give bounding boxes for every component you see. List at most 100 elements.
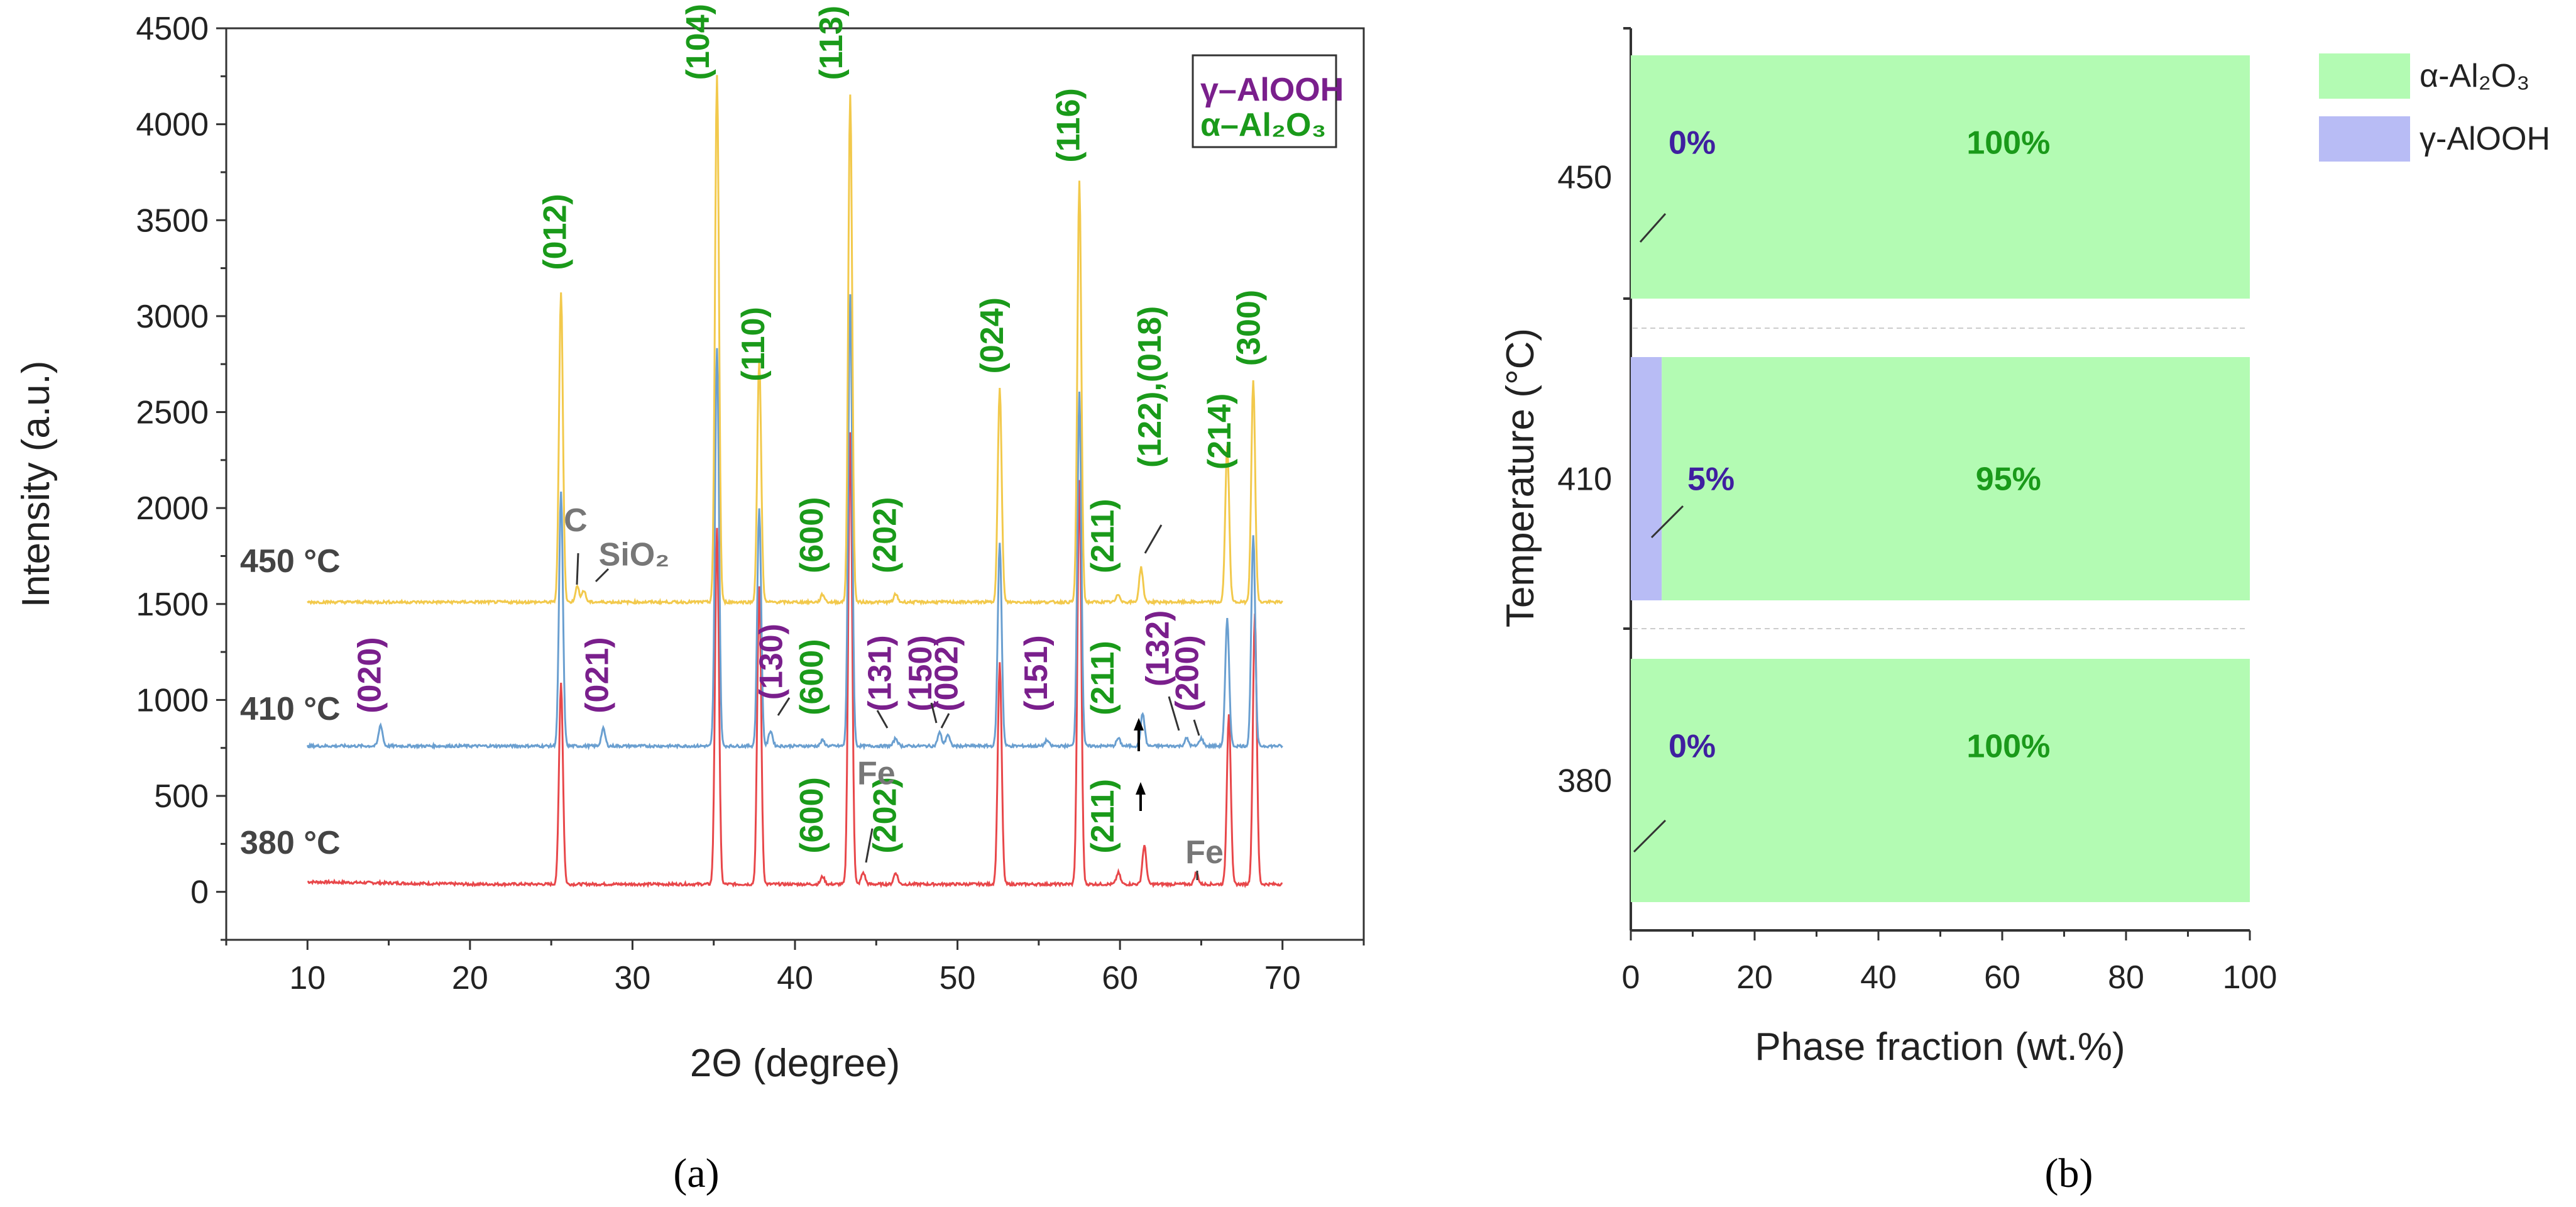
peak-annotation: (020)	[352, 637, 388, 713]
phase-leader-lines	[1633, 213, 1684, 853]
phase-x-tick-label: 40	[1860, 959, 1897, 996]
arrowhead-211-380	[1136, 782, 1146, 795]
curve-label-410: 410 °C	[240, 691, 341, 727]
peak-annotation: (200)	[1169, 635, 1205, 711]
phase-x-ticks: 0 20 40 60 80 100	[1622, 930, 2277, 996]
leader-132	[1168, 696, 1180, 731]
phase-bar-410-alpha	[1662, 357, 2250, 600]
leader-fe-380	[865, 828, 874, 863]
xrd-y-ticks: 0 500 1000 1500 2000 2500 3000 3500 4000 4500	[136, 11, 226, 941]
leader-0pct-380	[1633, 819, 1667, 853]
phase-bar-380-alpha	[1631, 659, 2250, 902]
xrd-series-410	[306, 294, 1283, 751]
peak-annotation: (150)	[902, 635, 939, 711]
peak-annotation: (122),(018)	[1132, 306, 1168, 468]
peak-annotation: Fe	[857, 756, 896, 792]
x-tick-label: 70	[1264, 960, 1301, 996]
leader-5pct-410	[1650, 505, 1684, 539]
peak-annotation: (300)	[1231, 290, 1268, 366]
leader-150	[930, 702, 938, 724]
leader-122-018	[1144, 524, 1163, 554]
leader-0pct-450	[1639, 213, 1667, 243]
peak-annotation: (113)	[813, 6, 850, 80]
arrowhead-211-410	[1134, 718, 1144, 730]
xrd-x-ticks: 10 20 30 40 50 60 70	[225, 940, 1365, 996]
peak-annotation: (116)	[1051, 88, 1087, 163]
phase-x-tick-label: 80	[2108, 959, 2144, 996]
xrd-series-group	[306, 75, 1283, 889]
y-tick-label: 2500	[136, 395, 209, 431]
leader-131	[876, 710, 889, 729]
xrd-legend-alpha: α–Al₂O₃	[1200, 107, 1326, 143]
peak-annotation: (110)	[735, 307, 772, 382]
gamma-pct-label: 0%	[1669, 729, 1716, 765]
curve-label-450: 450 °C	[240, 543, 341, 580]
x-tick-label: 60	[1102, 960, 1138, 996]
temperature-category-label: 450	[1557, 160, 1612, 196]
x-tick-label: 10	[289, 960, 326, 996]
panel-label-a: (a)	[673, 1150, 719, 1196]
phase-legend-swatch-alpha	[2319, 53, 2410, 99]
peak-annotation: (024)	[974, 297, 1011, 373]
xrd-leader-lines	[576, 524, 1200, 880]
y-tick-label: 4000	[136, 107, 209, 143]
alpha-pct-label: 100%	[1966, 125, 2050, 162]
y-tick-label: 0	[190, 874, 209, 911]
phase-bar-450-alpha	[1631, 55, 2250, 299]
phase-legend-gamma: γ-AlOOH	[2420, 121, 2550, 157]
phase-bar-410-gamma	[1631, 357, 1662, 600]
peak-annotation: (600)	[794, 497, 830, 573]
phase-legend: α-Al₂O₃ γ-AlOOH	[2319, 53, 2550, 162]
alpha-pct-label: 100%	[1966, 729, 2050, 765]
y-tick-label: 1500	[136, 587, 209, 623]
x-tick-label: 40	[777, 960, 813, 996]
peak-annotation: (600)	[794, 639, 830, 715]
gamma-pct-label: 0%	[1669, 125, 1716, 162]
phase-x-tick-label: 20	[1736, 959, 1773, 996]
xrd-legend: γ–AlOOH α–Al₂O₃	[1192, 54, 1344, 148]
peak-annotation: (214)	[1202, 394, 1238, 470]
peak-annotation: (211)	[1085, 779, 1121, 854]
y-tick-label: 4500	[136, 11, 209, 47]
peak-annotation: (104)	[680, 4, 716, 80]
xrd-legend-gamma: γ–AlOOH	[1200, 72, 1344, 108]
x-tick-label: 50	[940, 960, 976, 996]
xrd-legend-box	[1192, 54, 1337, 148]
y-tick-label: 3000	[136, 299, 209, 335]
y-tick-label: 500	[154, 778, 209, 815]
x-tick-label: 20	[452, 960, 488, 996]
xrd-series-380	[307, 432, 1283, 889]
leader-c	[576, 553, 579, 585]
peak-annotation: (012)	[537, 194, 573, 270]
xrd-series-450	[307, 75, 1283, 606]
peak-annotation: (130)	[753, 624, 789, 700]
phase-y-axis-title: Temperature (°C)	[1499, 328, 1542, 627]
phase-x-axis-title: Phase fraction (wt.%)	[1755, 1025, 2125, 1069]
xrd-annotations: (104) (113) (116) (012) (110) (024) (122),(018…	[352, 4, 1268, 871]
peak-annotation: Fe	[1185, 834, 1224, 871]
peak-annotation: (202)	[867, 497, 903, 573]
y-tick-label: 2000	[136, 490, 209, 527]
leader-002	[940, 713, 950, 729]
temperature-category-label: 410	[1557, 461, 1612, 498]
leader-sio2	[595, 568, 610, 583]
phase-x-tick-label: 60	[1984, 959, 2020, 996]
x-tick-label: 30	[615, 960, 651, 996]
phase-bars-group: 0% 100% 450 5% 95% 410 0% 100% 380	[1557, 55, 2250, 902]
temperature-category-label: 380	[1557, 763, 1612, 800]
peak-annotation: (131)	[862, 635, 899, 711]
peak-annotation: (211)	[1085, 499, 1121, 573]
peak-annotation: (002)	[929, 635, 965, 711]
phase-legend-swatch-gamma	[2319, 116, 2410, 162]
xrd-x-axis-title: 2Θ (degree)	[690, 1042, 900, 1085]
leader-130	[777, 697, 791, 716]
phase-x-tick-label: 0	[1622, 959, 1640, 996]
peak-annotation: SiO₂	[599, 537, 670, 573]
xrd-curve-labels: 450 °C 410 °C 380 °C	[240, 543, 341, 861]
peak-annotation: (202)	[867, 777, 903, 853]
xrd-panel: 0 500 1000 1500 2000 2500 3000 3500 4000 4500 10 2…	[14, 4, 1365, 1196]
panel-label-b: (b)	[2045, 1150, 2093, 1196]
gamma-pct-label: 5%	[1687, 461, 1735, 498]
peak-annotation: (132)	[1140, 610, 1176, 686]
